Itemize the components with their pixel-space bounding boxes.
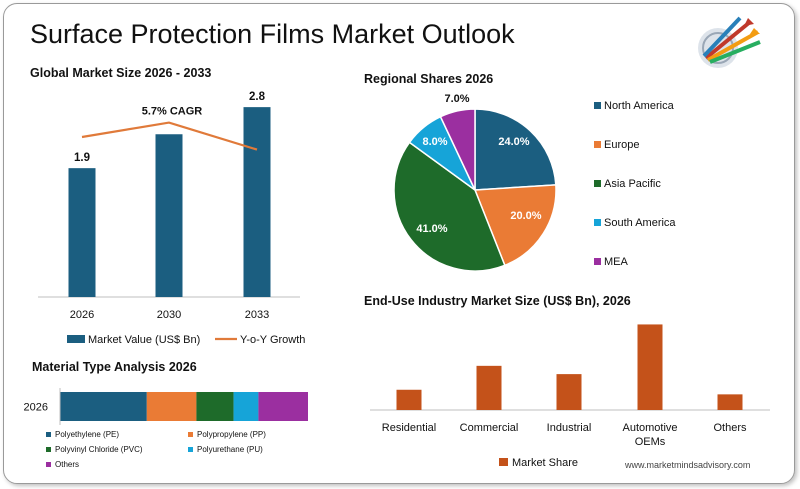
material-legend-item: Polyurethane (PU) — [197, 445, 263, 454]
pie-slice-label: 7.0% — [444, 93, 469, 105]
material-segment — [233, 392, 259, 421]
material-legend-item: Others — [55, 460, 79, 469]
bar-value-label: 2.8 — [249, 91, 266, 103]
material-legend-swatch — [46, 462, 51, 467]
end-use-bar — [476, 365, 502, 410]
x-tick-label: Industrial — [547, 422, 592, 434]
pie-slice-label: 24.0% — [498, 136, 529, 148]
legend-growth: Y-o-Y Growth — [240, 334, 305, 346]
end-use-bar — [717, 394, 743, 410]
pie-slice-label: 20.0% — [510, 210, 541, 222]
pie-slice-europe — [473, 184, 557, 267]
pie-slice-mea — [439, 108, 476, 191]
material-legend-item: Polyvinyl Chloride (PVC) — [55, 445, 143, 454]
pie-legend-item: North America — [604, 100, 675, 112]
x-tick-label: 2030 — [157, 309, 181, 321]
y-tick-label: 2026 — [24, 402, 48, 414]
legend-market-value: Market Value (US$ Bn) — [88, 334, 200, 346]
material-segment — [60, 392, 147, 421]
end-use-title: End-Use Industry Market Size (US$ Bn), 2… — [364, 294, 631, 308]
pie-legend-item: Asia Pacific — [604, 178, 661, 190]
material-segment — [146, 392, 197, 421]
pie-legend-item: Europe — [604, 139, 639, 151]
pie-legend-swatch — [594, 219, 601, 226]
end-use-bar — [637, 324, 663, 410]
material-segment — [196, 392, 234, 421]
end-use-legend-item: Market Share — [512, 457, 578, 469]
material-legend-swatch — [188, 447, 193, 452]
material-legend-swatch — [46, 432, 51, 437]
market-value-bar — [68, 168, 96, 297]
pie-legend-swatch — [594, 102, 601, 109]
x-tick-label: OEMs — [635, 436, 666, 448]
outer-frame — [3, 3, 795, 484]
legend-swatch-market-value — [67, 335, 85, 343]
regional-shares-title: Regional Shares 2026 — [364, 72, 494, 86]
x-tick-label: Residential — [382, 422, 436, 434]
market-value-bar — [243, 107, 271, 297]
pie-legend-item: MEA — [604, 256, 629, 268]
pie-legend-item: South America — [604, 217, 676, 229]
material-legend-swatch — [46, 447, 51, 452]
end-use-bar — [556, 374, 582, 410]
page-title: Surface Protection Films Market Outlook — [30, 19, 515, 49]
x-tick-label: 2026 — [70, 309, 94, 321]
end-use-legend-swatch — [499, 458, 508, 466]
x-tick-label: 2033 — [245, 309, 269, 321]
end-use-bar — [396, 389, 422, 410]
pie-legend-swatch — [594, 141, 601, 148]
x-tick-label: Automotive — [622, 422, 677, 434]
bar-value-label: 1.9 — [74, 152, 90, 164]
material-legend-swatch — [188, 432, 193, 437]
market-value-bar — [155, 134, 183, 297]
x-tick-label: Commercial — [460, 422, 519, 434]
pie-legend-swatch — [594, 258, 601, 265]
x-tick-label: Others — [713, 422, 747, 434]
global-market-title: Global Market Size 2026 - 2033 — [30, 66, 212, 80]
pie-slice-north-america — [474, 108, 557, 191]
brand-logo-icon — [698, 16, 761, 68]
material-legend-item: Polyethylene (PE) — [55, 430, 119, 439]
pie-slice-label: 41.0% — [416, 223, 447, 235]
pie-slice-asia-pacific — [393, 141, 506, 272]
material-legend-item: Polypropylene (PP) — [197, 430, 266, 439]
growth-line — [81, 121, 258, 151]
website-url: www.marketmindsadvisory.com — [625, 460, 751, 470]
material-type-title: Material Type Analysis 2026 — [32, 360, 197, 374]
material-segment — [258, 392, 308, 421]
pie-legend-swatch — [594, 180, 601, 187]
cagr-annotation: 5.7% CAGR — [142, 106, 203, 118]
pie-slice-label: 8.0% — [422, 136, 447, 148]
